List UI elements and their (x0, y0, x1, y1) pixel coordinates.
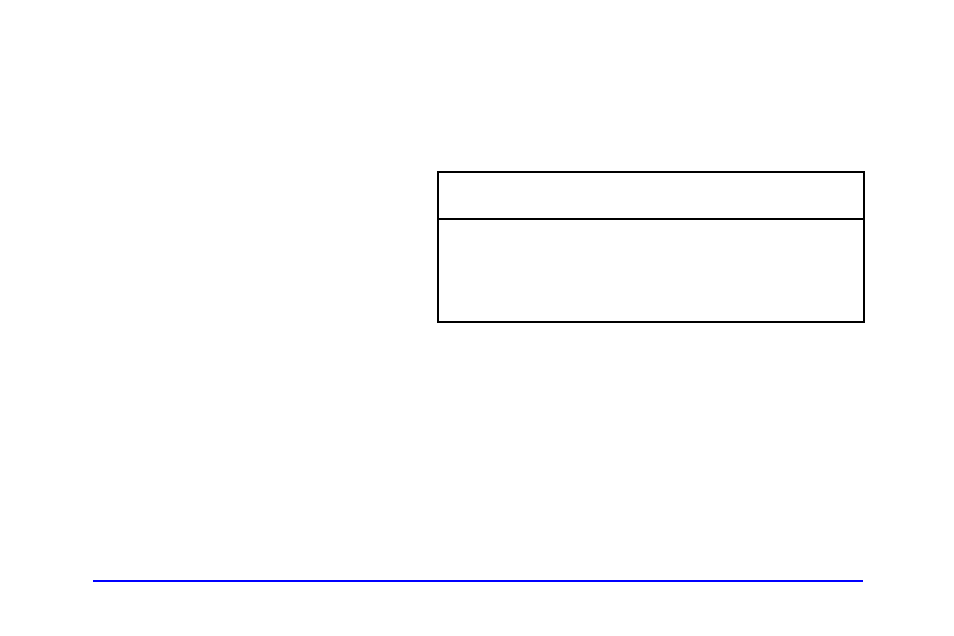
class-box (437, 171, 865, 323)
horizontal-rule (93, 580, 863, 582)
class-box-header (439, 173, 863, 220)
